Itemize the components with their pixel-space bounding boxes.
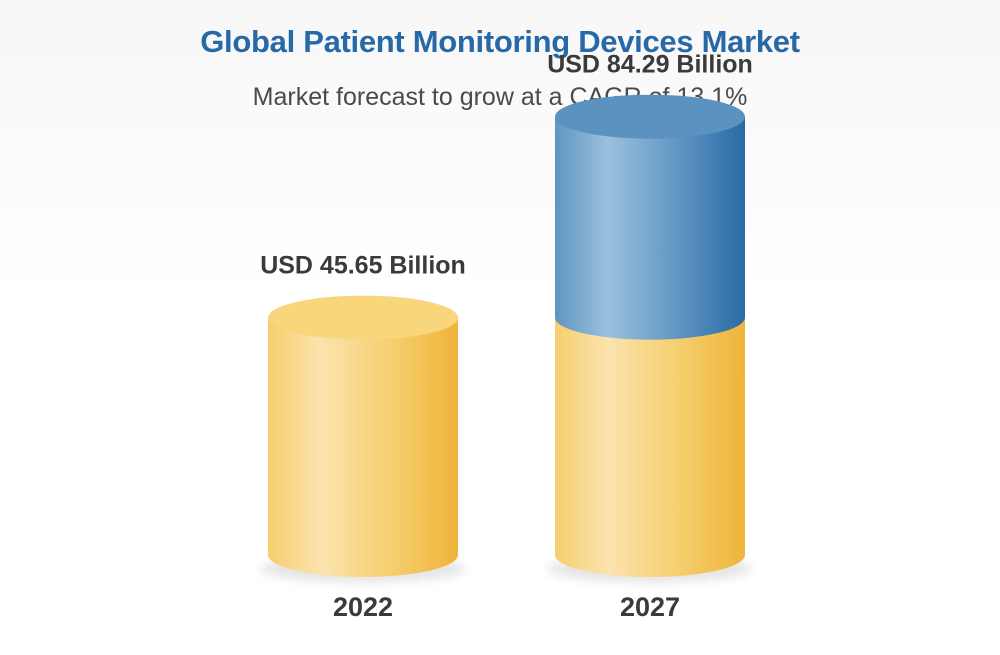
- bar-growth-segment: [555, 116, 745, 340]
- bar-2027: [547, 94, 753, 583]
- value-label: USD 45.65 Billion: [260, 252, 466, 280]
- value-label: USD 84.29 Billion: [547, 51, 753, 79]
- bar-base-segment: [555, 317, 745, 577]
- category-label: 2027: [620, 592, 680, 622]
- chart-title: Global Patient Monitoring Devices Market: [200, 24, 800, 59]
- bar-2022: [260, 295, 466, 583]
- category-label: 2022: [333, 592, 393, 622]
- bar-top-cap: [555, 94, 745, 139]
- bar-base-segment: [268, 317, 458, 577]
- bar-top-cap: [268, 295, 458, 340]
